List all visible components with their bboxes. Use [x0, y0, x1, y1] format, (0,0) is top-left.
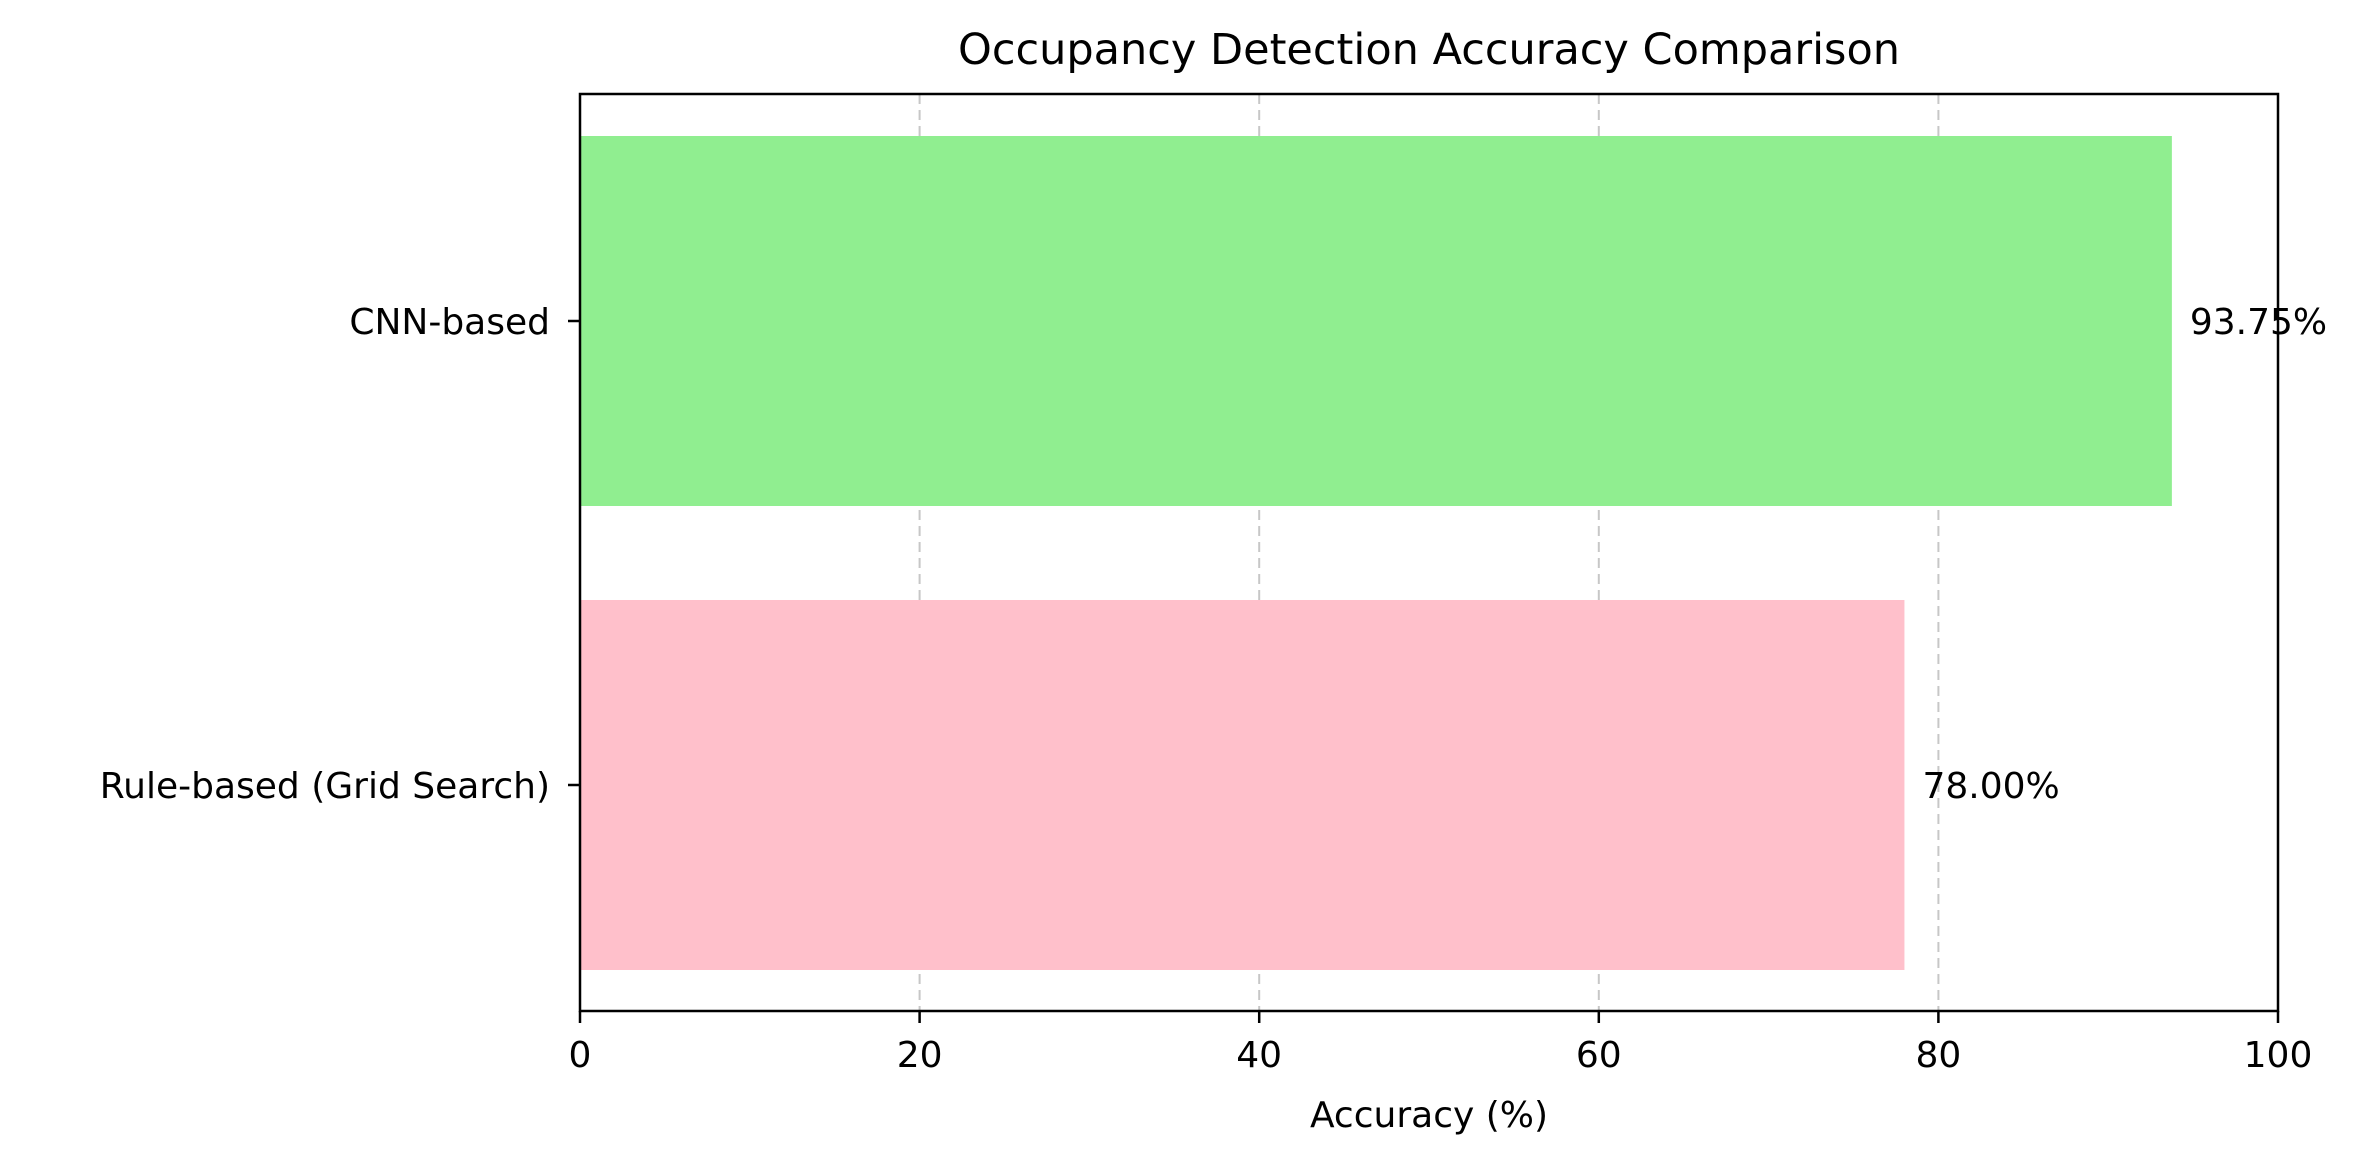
- x-axis-ticks: 0 20 40 60 80 100: [569, 1011, 2313, 1076]
- x-tick-label-20: 20: [897, 1035, 943, 1076]
- bar-1: [580, 136, 2172, 506]
- plot-frame: [578, 92, 2280, 1013]
- value-label-0: 78.00%: [1922, 766, 2059, 807]
- x-tick-label-100: 100: [2244, 1035, 2313, 1076]
- y-tick-label-0: Rule-based (Grid Search): [100, 766, 550, 807]
- value-labels: 78.00% 93.75%: [1922, 302, 2327, 807]
- bars: [580, 136, 2172, 970]
- x-tick-label-60: 60: [1576, 1035, 1622, 1076]
- x-tick-label-40: 40: [1236, 1035, 1282, 1076]
- y-axis-ticks: Rule-based (Grid Search) CNN-based: [100, 302, 580, 807]
- x-tick-label-80: 80: [1915, 1035, 1961, 1076]
- x-tick-label-0: 0: [569, 1035, 592, 1076]
- value-label-1: 93.75%: [2190, 302, 2327, 343]
- y-tick-label-1: CNN-based: [349, 302, 550, 343]
- bar-0: [580, 600, 1905, 970]
- x-axis-label: Accuracy (%): [1310, 1095, 1548, 1136]
- chart-title: Occupancy Detection Accuracy Comparison: [958, 25, 1900, 75]
